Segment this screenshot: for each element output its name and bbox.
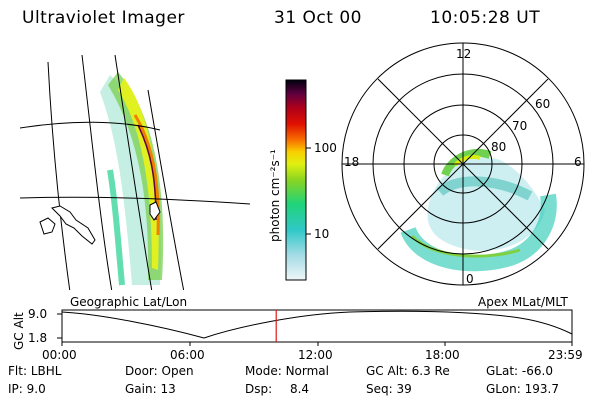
parallel-line <box>20 196 250 205</box>
colorbar-tick-label: 10 <box>314 227 330 241</box>
seq-label: Seq: <box>366 382 393 396</box>
landmass <box>39 217 56 235</box>
mode-label: Mode: <box>245 364 282 378</box>
timeline-ylabel: GC Alt <box>12 312 26 350</box>
gain-info: Gain: 13 <box>125 382 176 396</box>
dsp-value: 8.4 <box>289 382 310 396</box>
timeline-ytick-label: 1.8 <box>28 331 48 345</box>
date-label: 31 Oct 00 <box>274 8 362 28</box>
dsp-label: Dsp: <box>245 382 273 396</box>
polar-aurora <box>400 149 557 272</box>
timeline-xtick-label: 06:00 <box>170 348 205 362</box>
timeline-frame <box>61 309 573 343</box>
polar-plot <box>341 42 585 286</box>
gcalt-label: GC Alt: <box>366 364 408 378</box>
filter-label: Flt: <box>8 364 27 378</box>
aurora-diffuse <box>100 75 161 285</box>
aurora-band-outer <box>108 72 164 280</box>
landmass <box>149 201 161 221</box>
timeline-xtick-label: 12:00 <box>298 348 333 362</box>
seq-info: Seq: 39 <box>366 382 412 396</box>
gain-label: Gain: <box>125 382 157 396</box>
glat-label: GLat: <box>486 364 519 378</box>
meridian-line <box>114 54 153 290</box>
glat-info: GLat: -66.0 <box>486 364 553 378</box>
colorbar <box>285 79 307 281</box>
timeline-xtick-label: 18:00 <box>425 348 460 362</box>
landmass <box>51 205 96 245</box>
glat-value: -66.0 <box>521 364 553 378</box>
polar-panel-label: Apex MLat/MLT <box>478 295 568 309</box>
parallel-line <box>20 121 161 131</box>
ip-label: IP: <box>8 382 23 396</box>
time-label: 10:05:28 UT <box>430 8 541 28</box>
mode-info: Mode: Normal <box>245 364 329 378</box>
meridian-line <box>47 61 71 290</box>
filter-info: Flt: LBHL <box>8 364 61 378</box>
gcalt-info: GC Alt: 6.3 Re <box>366 364 450 378</box>
ip-value: 9.0 <box>26 382 46 396</box>
timeline-xtick-label: 23:59 <box>548 348 583 362</box>
mlt-diagonal <box>377 78 549 250</box>
geo-panel-label: Geographic Lat/Lon <box>70 295 188 309</box>
aurora-band-bright <box>118 78 159 270</box>
glon-label: GLon: <box>486 382 521 396</box>
mlat-label-70: 70 <box>512 119 528 133</box>
timeline-xtick-label: 00:00 <box>42 348 77 362</box>
gcalt-value: 6.3 Re <box>411 364 450 378</box>
aurora-core <box>133 114 160 236</box>
meridian-line <box>147 89 185 290</box>
glon-value: 193.7 <box>524 382 559 396</box>
colorbar-tick-label: 100 <box>314 141 337 155</box>
door-label: Door: <box>125 364 158 378</box>
mlt-label-12: 12 <box>456 47 472 61</box>
door-value: Open <box>161 364 194 378</box>
door-info: Door: Open <box>125 364 194 378</box>
mlt-label-0: 0 <box>466 272 474 286</box>
mlat-label-80: 80 <box>491 140 507 154</box>
meridian-line <box>81 54 113 290</box>
glon-info: GLon: 193.7 <box>486 382 559 396</box>
colorbar-unit-label: photon cm⁻²s⁻¹ <box>268 149 282 242</box>
mlt-label-18: 18 <box>344 155 360 169</box>
altitude-curve <box>61 310 573 339</box>
instrument-title: Ultraviolet Imager <box>22 8 185 28</box>
mode-value: Normal <box>285 364 329 378</box>
aurora-arc-secondary <box>107 169 125 286</box>
seq-value: 39 <box>396 382 412 396</box>
timeline-ytick-label: 9.0 <box>28 307 48 321</box>
mlat-label-60: 60 <box>535 97 551 111</box>
mlt-label-6: 6 <box>574 155 582 169</box>
ip-info: IP: 9.0 <box>8 382 46 396</box>
geographic-map <box>20 54 250 290</box>
filter-value: LBHL <box>30 364 62 378</box>
dsp-info: Dsp: 8.4 <box>245 382 309 396</box>
gain-value: 13 <box>160 382 176 396</box>
